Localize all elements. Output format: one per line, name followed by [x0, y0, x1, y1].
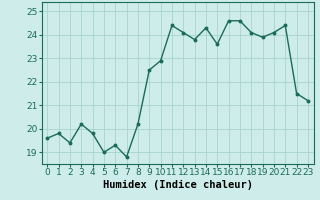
- X-axis label: Humidex (Indice chaleur): Humidex (Indice chaleur): [103, 180, 252, 190]
